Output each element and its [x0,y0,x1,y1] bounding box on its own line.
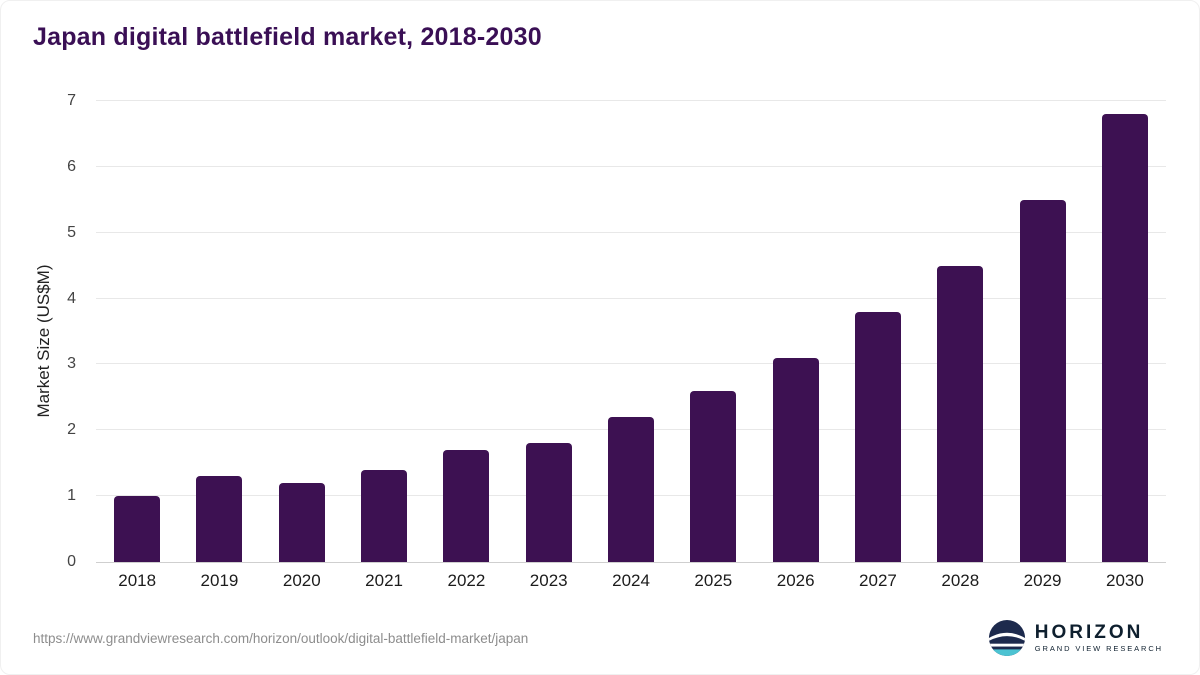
x-tick-label: 2021 [365,571,403,590]
bar-2021 [361,469,408,562]
bar-series [96,101,1166,562]
x-tick-label: 2029 [1023,571,1062,590]
bar-2029 [1019,199,1066,562]
bar-slot [508,101,590,562]
bar-slot [590,101,672,562]
chart-title: Japan digital battlefield market, 2018-2… [33,23,542,51]
y-tick-label: 2 [67,421,76,439]
bar-2028 [937,265,984,562]
x-tick-label: 2025 [694,571,733,590]
bar-slot [425,101,507,562]
x-tick-label: 2030 [1105,571,1144,590]
x-tick-label: 2027 [859,571,897,590]
x-tick-label: 2020 [282,571,321,590]
x-tick-label: 2018 [118,571,157,590]
horizon-logo-text: HORIZON GRAND VIEW RESEARCH [1034,621,1163,654]
bar-slot [343,101,425,562]
bar-2027 [854,311,901,562]
y-tick-label: 4 [67,289,76,307]
bar-2022 [443,450,490,562]
x-tick-label: 2019 [200,571,239,590]
bar-2020 [278,482,325,562]
x-axis-labels: 2018 2019 2020 2021 2022 2023 2024 2025 2026 2027… [96,571,1166,591]
bar-slot [755,101,837,562]
logo-subtitle: GRAND VIEW RESEARCH [1034,644,1163,654]
bar-2025 [690,390,737,562]
y-tick-label: 7 [67,92,76,109]
bar-slot [1001,101,1083,562]
x-tick-label: 2023 [529,571,568,590]
horizon-logo: HORIZON GRAND VIEW RESEARCH [988,619,1163,657]
x-tick-label: 2024 [612,571,650,590]
bar-2026 [772,357,819,562]
x-tick-label: 2028 [941,571,980,590]
bar-slot [919,101,1001,562]
x-tick-label: 2022 [447,571,486,590]
y-tick-label: 5 [67,223,76,241]
gridline [96,231,1166,233]
x-tick-label: 2026 [776,571,815,590]
bar-slot [1084,101,1166,562]
bar-2030 [1101,114,1148,562]
bar-slot [178,101,260,562]
bar-slot [837,101,919,562]
gridline [96,297,1166,299]
y-tick-label: 1 [67,487,76,505]
y-tick-label: 0 [67,553,76,570]
source-url: https://www.grandviewresearch.com/horizo… [33,631,529,646]
gridline [96,100,1166,101]
y-axis-ticks: 0 1 2 3 4 5 6 7 [51,93,86,570]
bar-2023 [525,443,572,562]
bar-2019 [196,476,243,562]
bar-slot [672,101,754,562]
bar-2018 [114,496,161,562]
plot-area [96,100,1166,563]
bar-2024 [608,417,655,562]
y-tick-label: 6 [67,157,76,175]
horizon-logo-icon [988,619,1025,657]
bar-slot [96,101,178,562]
logo-title: HORIZON [1034,621,1144,643]
gridline [96,165,1166,167]
gridline [96,363,1166,365]
bar-slot [261,101,343,562]
y-tick-label: 3 [67,355,76,373]
